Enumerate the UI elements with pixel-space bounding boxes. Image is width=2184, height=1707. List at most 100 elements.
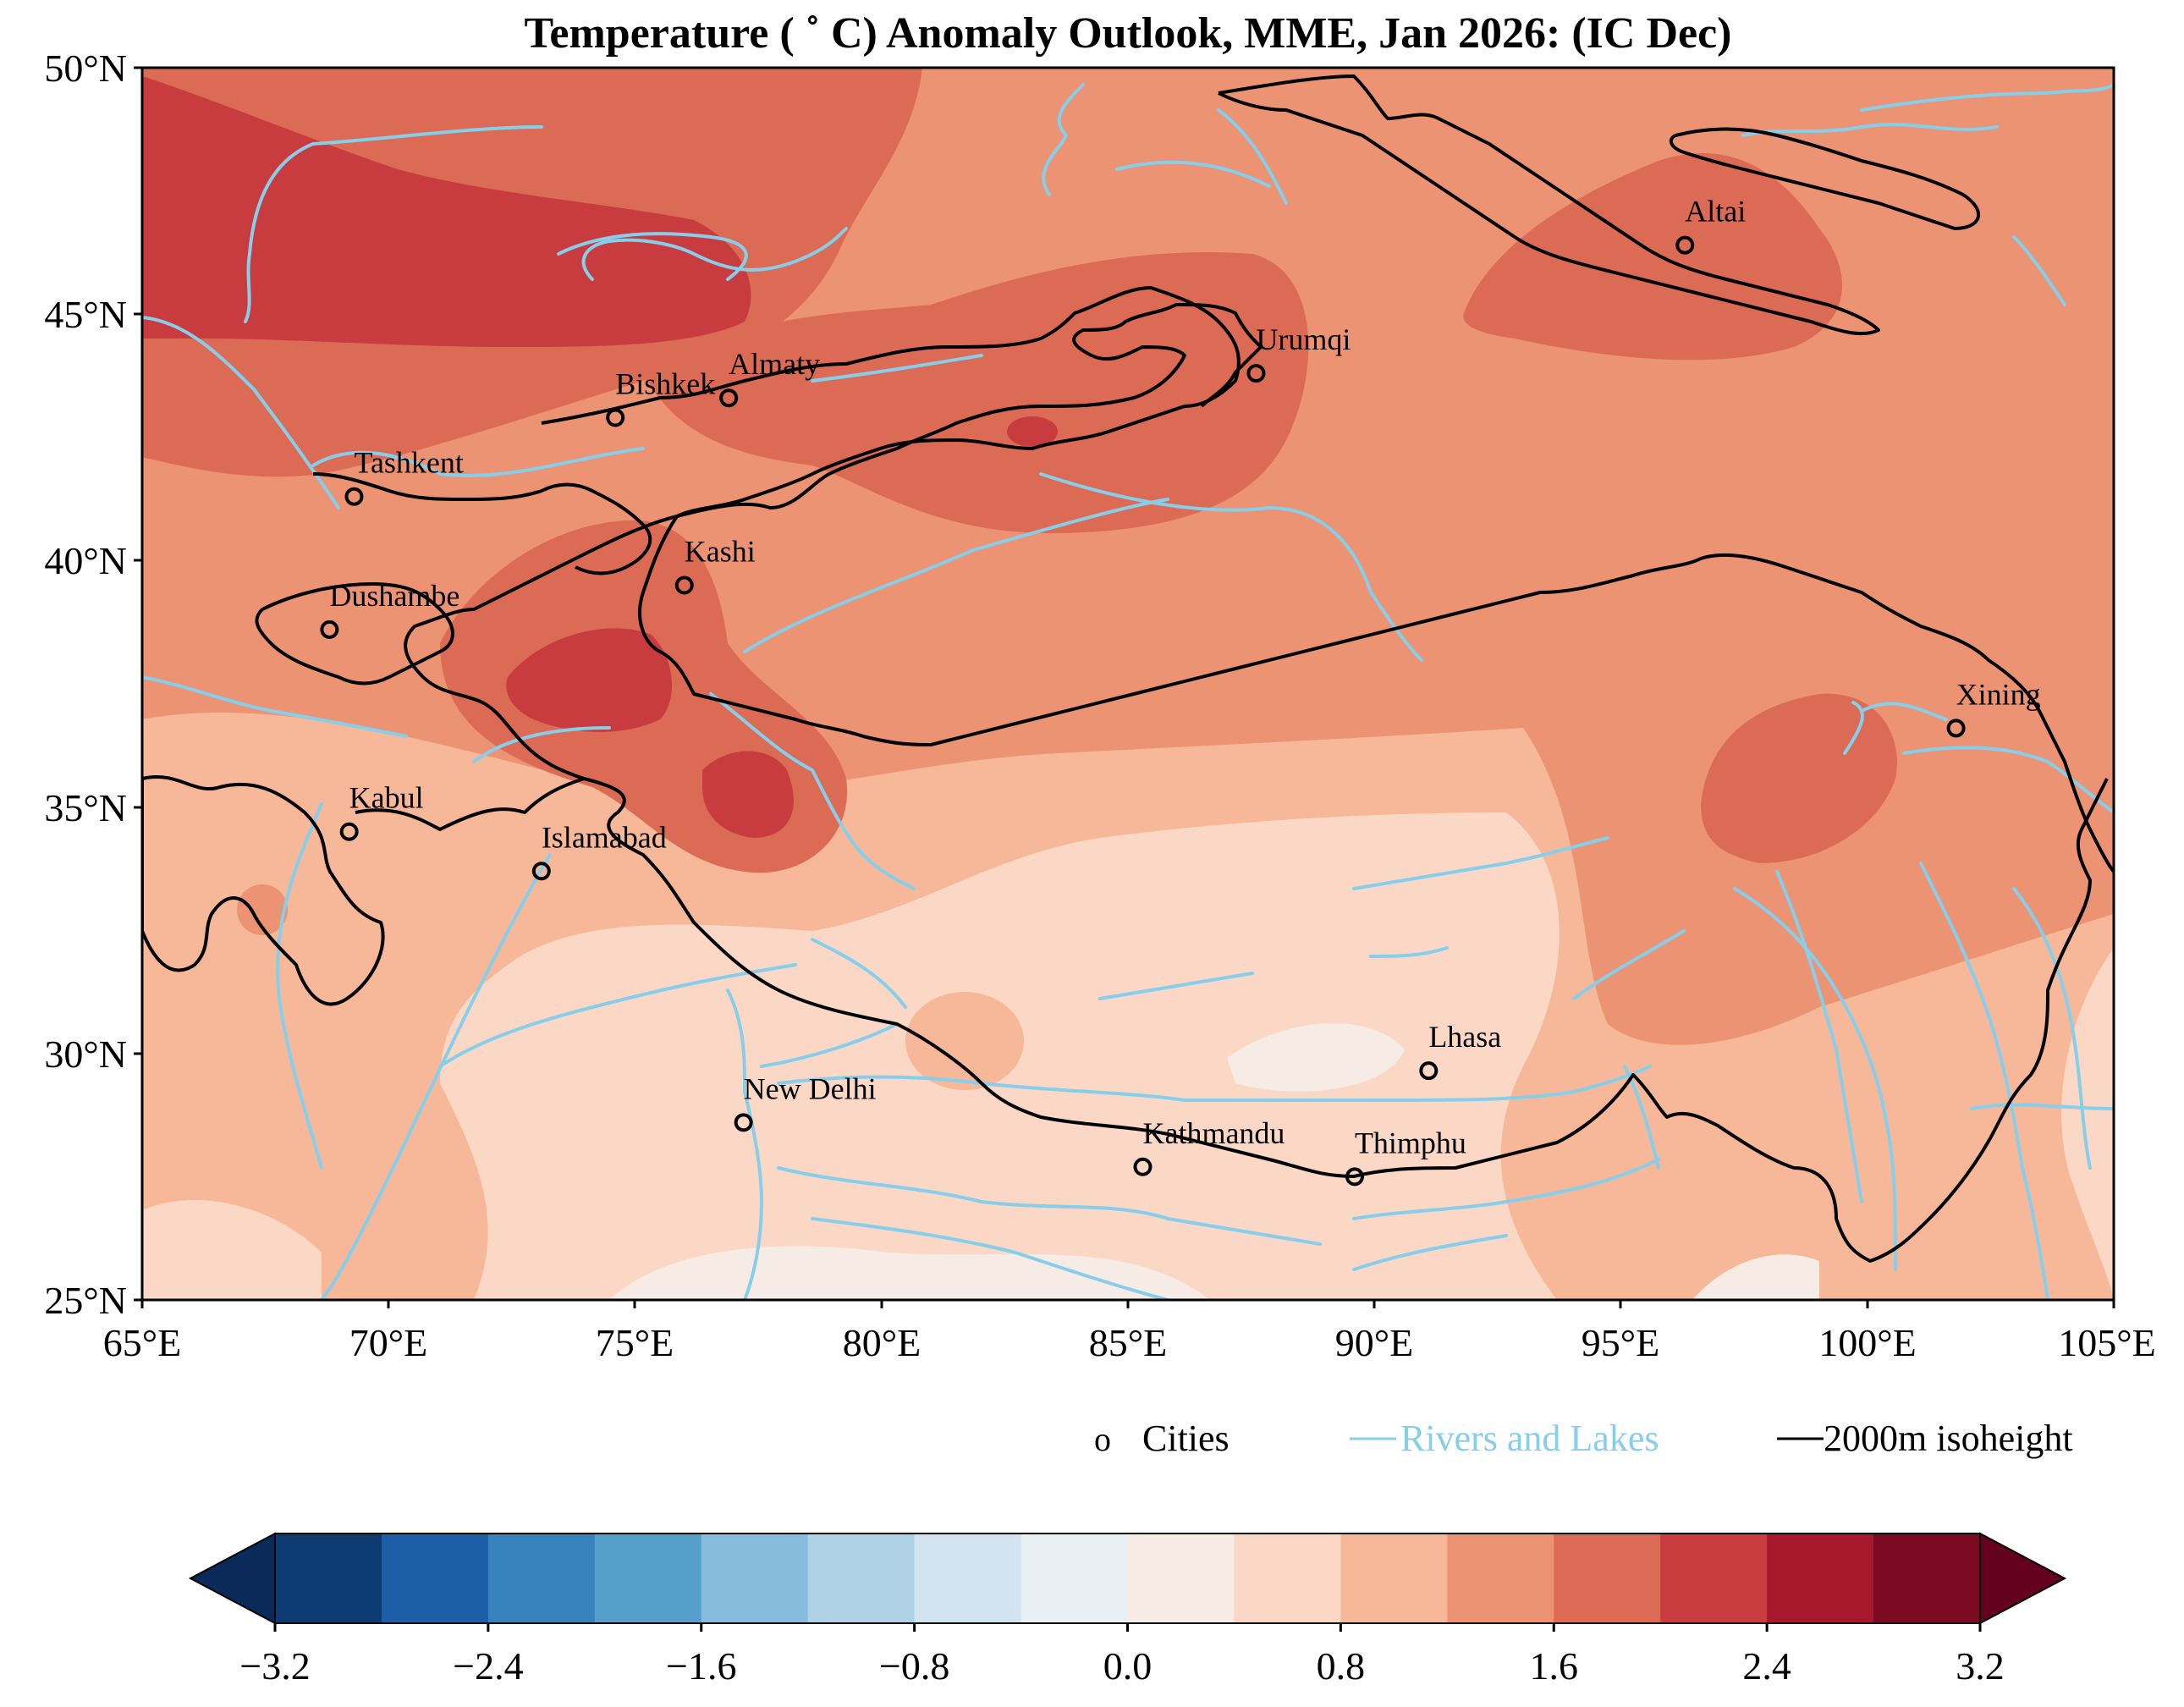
colorbar-swatch [1447, 1534, 1554, 1623]
city-marker [1419, 1061, 1439, 1081]
colorbar-swatch [1020, 1534, 1128, 1623]
city-label: Kathmandu [1142, 1116, 1285, 1150]
city-label: Almaty [729, 347, 820, 381]
city-label: New Delhi [744, 1071, 877, 1105]
lat-tick-label: 25°N [44, 1279, 127, 1322]
city-label: Dushambe [329, 579, 459, 613]
anomaly-field [142, 68, 2114, 1300]
colorbar-swatch [701, 1534, 809, 1623]
colorbar-swatch [807, 1534, 916, 1623]
chart-title: Temperature ( ˚ C) Anomaly Outlook, MME,… [525, 9, 1732, 58]
lon-tick-label: 95°E [1582, 1321, 1660, 1364]
colorbar-tick-label: 0.0 [1103, 1644, 1153, 1688]
colorbar-swatch [594, 1534, 702, 1623]
colorbar-swatch [1660, 1534, 1768, 1623]
city-label: Altai [1685, 195, 1746, 229]
colorbar-tick-label: 3.2 [1956, 1644, 2005, 1688]
colorbar-tick-label: −2.4 [453, 1644, 523, 1688]
lat-tick-label: 50°N [44, 47, 127, 90]
legend-cities-label: Cities [1142, 1418, 1230, 1459]
field-band-0p4-left [142, 1200, 322, 1300]
isoheight-kunlun [404, 303, 1263, 780]
isoheight-2000m [142, 74, 2114, 1263]
field-band-1p6-central [643, 252, 1309, 533]
lat-tick-label: 45°N [44, 293, 127, 336]
field-band-2p0-pamir [506, 628, 672, 732]
lon-tick-label: 85°E [1089, 1321, 1168, 1364]
field-band-2p0-north [142, 76, 751, 347]
colorbar-swatch [1234, 1534, 1341, 1623]
lat-tick-label: 35°N [44, 786, 127, 829]
city-marker [1946, 719, 1966, 738]
lon-tick-label: 90°E [1335, 1321, 1414, 1364]
field-patch-0p8 [905, 992, 1024, 1090]
legend-cities-marker: o [1094, 1420, 1111, 1458]
isoheight-pamir [255, 582, 454, 686]
city-marker [1675, 235, 1695, 255]
city-marker [1133, 1157, 1153, 1176]
isoheight-tibet [142, 775, 385, 1006]
isoheight-fergana [312, 472, 652, 575]
colorbar-swatch [1873, 1534, 1981, 1623]
field-band-2p0-tianshan [1007, 416, 1058, 447]
city-marker [344, 487, 364, 506]
colorbar-swatch [275, 1534, 382, 1623]
colorbar-tick-label: 1.6 [1530, 1644, 1579, 1688]
rivers-and-lakes [142, 83, 2114, 1300]
field-band-0p0-south [609, 1246, 1210, 1300]
colorbar-tick-label: −3.2 [239, 1644, 310, 1688]
field-band-1p2-west-nook [142, 806, 254, 1054]
field-patch-1p2-west [237, 884, 288, 935]
city-marker [734, 1113, 753, 1132]
isoheight-altai-east [1669, 127, 1981, 230]
city-marker [339, 822, 359, 841]
colorbar-under-arrow [188, 1532, 276, 1625]
field-band-2p0-kunlun [702, 751, 794, 838]
cities-layer: Altai Urumqi Almaty Bishkek Tashkent Kashi Dus… [320, 195, 2041, 1187]
lon-tick-label: 70°E [349, 1321, 428, 1364]
lon-axis: 65°E 70°E 75°E 80°E 85°E 90°E 95°E 100°E… [103, 1300, 2156, 1364]
lon-tick-label: 80°E [843, 1321, 921, 1364]
legend-isoheight-label: 2000m isoheight [1824, 1418, 2073, 1459]
colorbar-swatch [487, 1534, 596, 1623]
city-marker [1246, 364, 1266, 383]
lon-tick-label: 75°E [596, 1321, 674, 1364]
lon-tick-label: 65°E [103, 1321, 182, 1364]
field-band-0p0 [1227, 1023, 1405, 1092]
colorbar-tick-label: −0.8 [879, 1644, 949, 1688]
city-marker [1345, 1167, 1364, 1187]
legend-rivers-label: Rivers and Lakes [1400, 1418, 1659, 1459]
colorbar-tick-label: −1.6 [666, 1644, 736, 1688]
lon-tick-label: 105°E [2058, 1321, 2156, 1364]
city-marker [606, 408, 625, 427]
field-band-0p0-se [1692, 1254, 1819, 1300]
isoheight-tarim-south [638, 515, 2114, 873]
isoheight-tibet-south [355, 777, 2109, 1263]
colorbar: −3.2 −2.4 −1.6 −0.8 0.0 0.8 1.6 2.4 3.2 [188, 1532, 2067, 1688]
city-label: Lhasa [1428, 1020, 1501, 1054]
city-marker [531, 862, 551, 881]
city-label: Urumqi [1256, 322, 1351, 356]
lon-tick-label: 100°E [1818, 1321, 1917, 1364]
city-label: Bishkek [615, 367, 715, 401]
field-band-1p6-qinghai [1701, 693, 1897, 863]
isoheight-altai [1218, 74, 1880, 336]
city-label: Islamabad [542, 820, 667, 854]
lat-axis: 50°N 45°N 40°N 35°N 30°N 25°N [44, 47, 142, 1322]
city-label: Thimphu [1355, 1126, 1466, 1159]
city-marker [719, 388, 739, 408]
colorbar-swatch [1554, 1534, 1661, 1623]
city-label: Kashi [685, 535, 756, 569]
city-label: Tashkent [354, 446, 463, 480]
colorbar-swatch [1127, 1534, 1235, 1623]
city-label: Xining [1956, 677, 2041, 711]
lat-tick-label: 30°N [44, 1032, 127, 1076]
colorbar-swatch [1767, 1534, 1874, 1623]
map-legend: o Cities Rivers and Lakes 2000m isoheigh… [1094, 1418, 2073, 1459]
colorbar-tick-label: 0.8 [1317, 1644, 1366, 1688]
field-band-1p6-altai [1463, 153, 1843, 361]
city-label: Kabul [349, 781, 424, 815]
colorbar-over-arrow [1979, 1532, 2067, 1625]
colorbar-swatch [1340, 1534, 1448, 1623]
